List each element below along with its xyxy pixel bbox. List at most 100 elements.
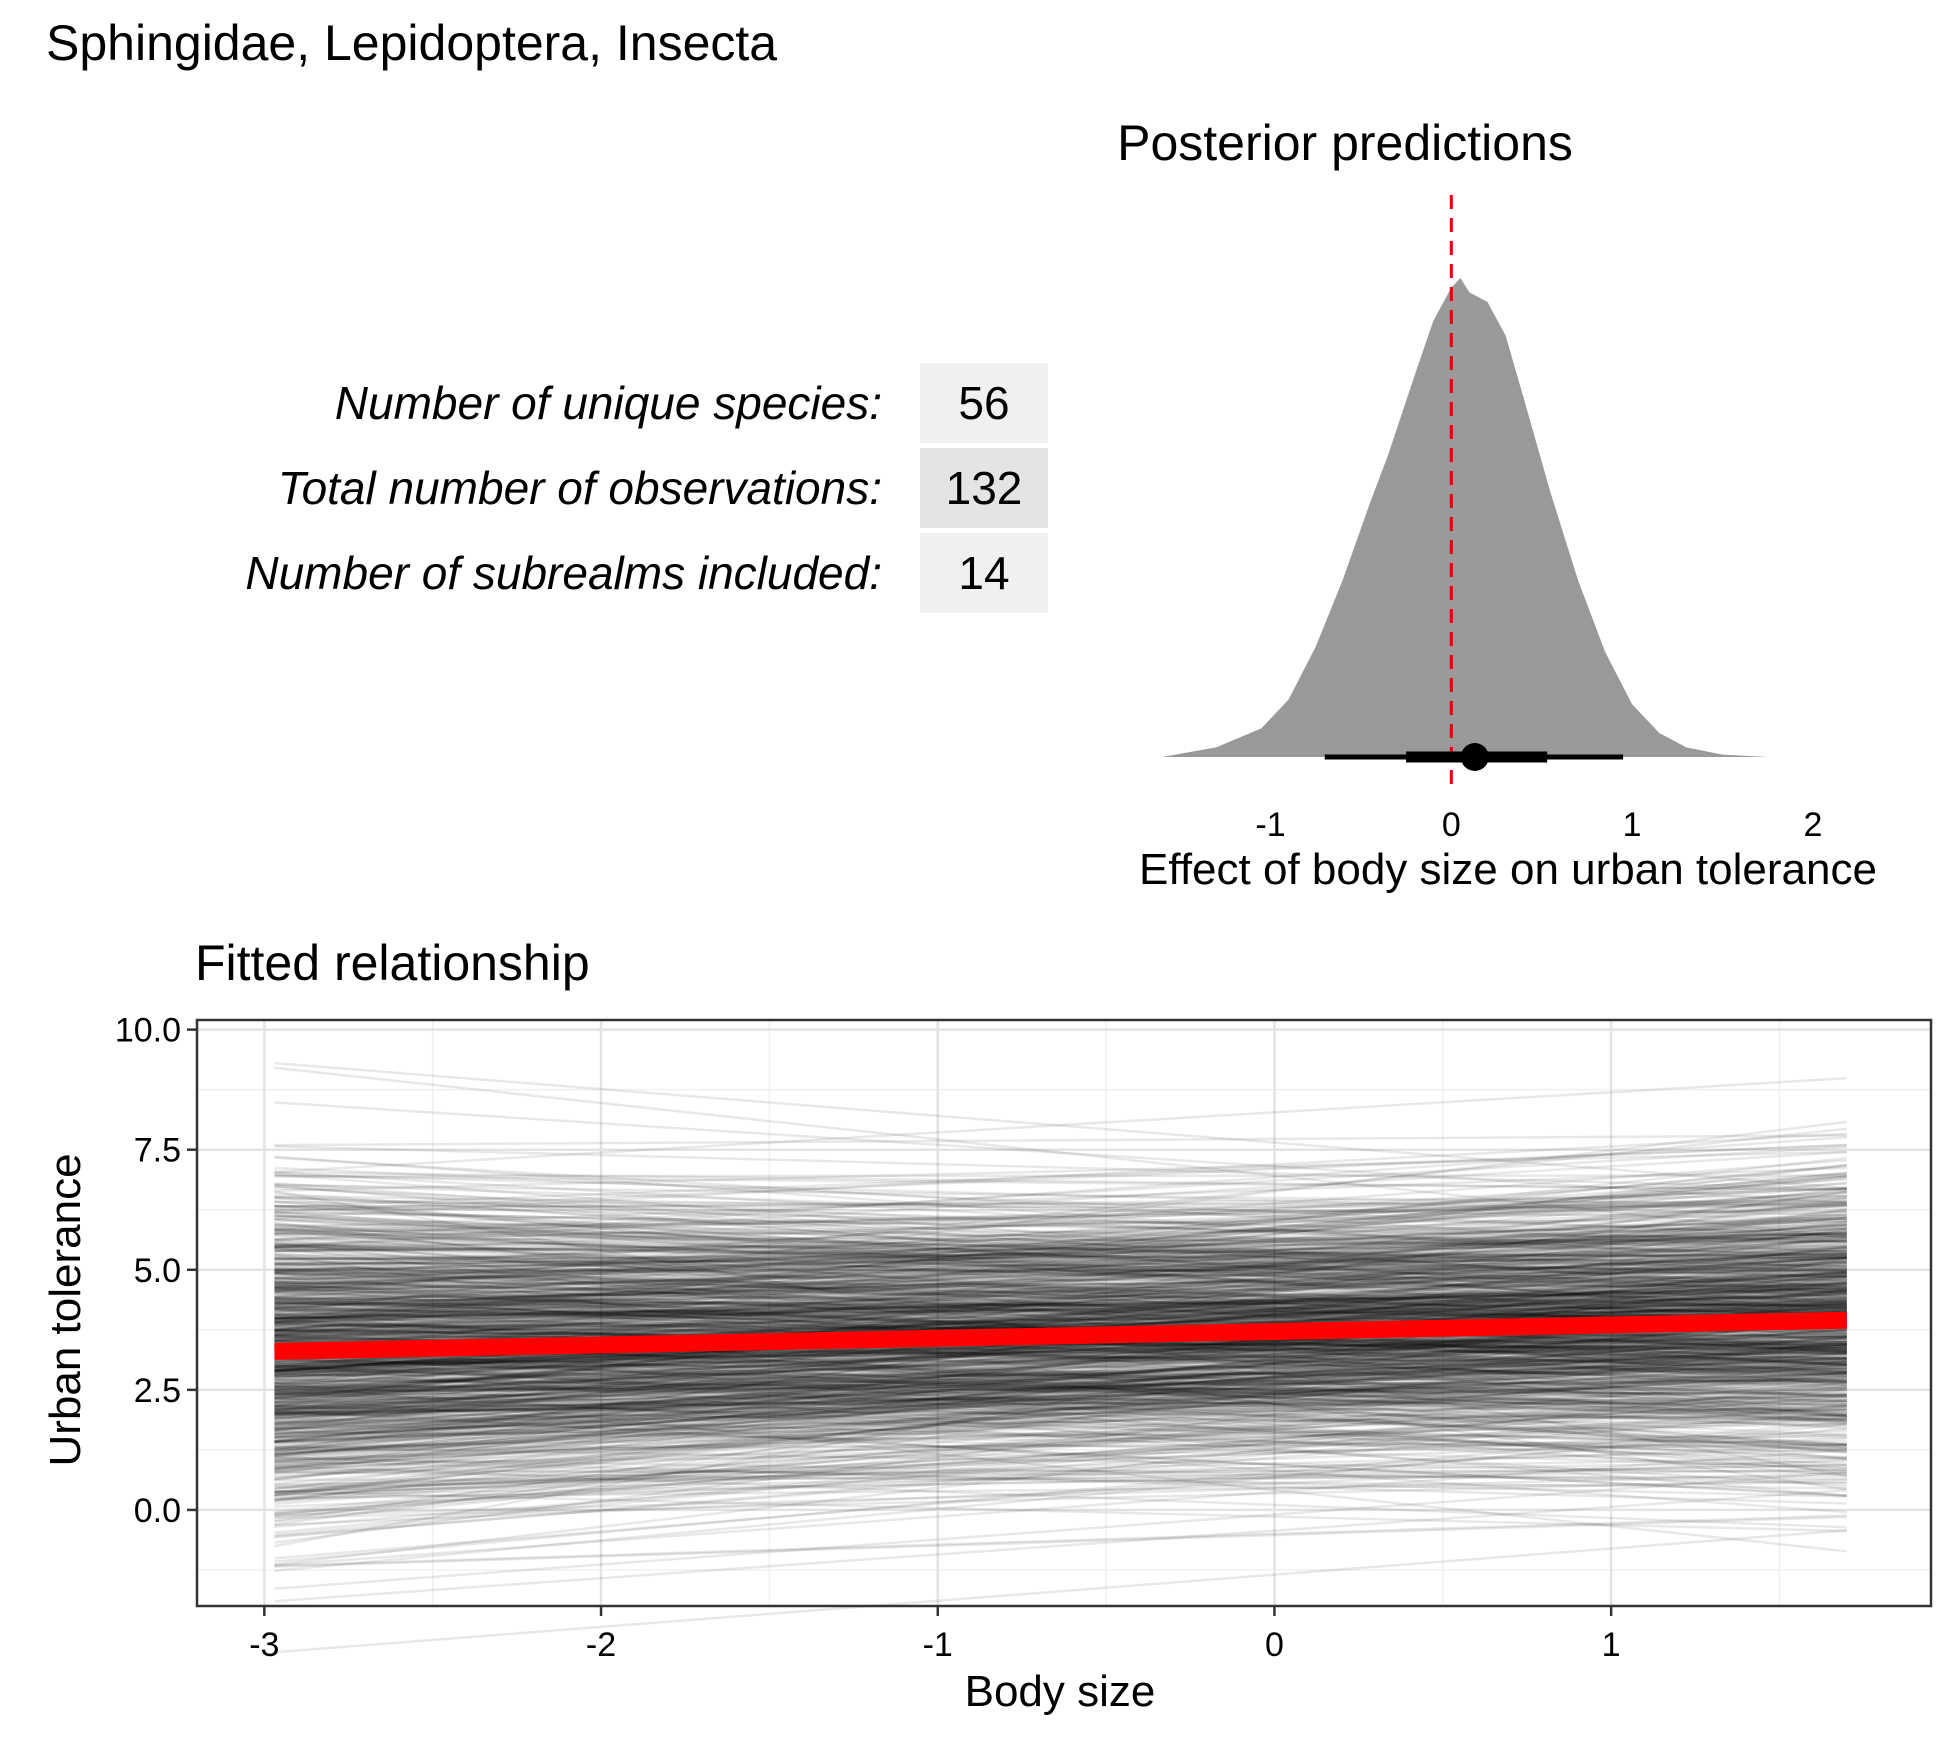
posterior-draw-line [274,1249,1847,1266]
posterior-draw-line [274,1378,1847,1415]
posterior-draw-line [274,1377,1847,1502]
posterior-draw-line [274,1370,1847,1377]
posterior-draw-line [274,1244,1847,1269]
posterior-draw-line [274,1271,1847,1312]
posterior-draw-line [274,1282,1847,1300]
posterior-draw-line [274,1224,1847,1313]
posterior-draw-line [274,1360,1847,1396]
posterior-draw-line [274,1412,1847,1426]
posterior-draw-line [274,1398,1847,1517]
posterior-draw-line [274,1213,1847,1350]
posterior-draw-line [274,1237,1847,1243]
posterior-draw-line [274,1374,1847,1455]
posterior-draw-line [274,1350,1847,1399]
posterior-draw-line [274,1351,1847,1446]
posterior-draw-line [274,1376,1847,1406]
posterior-draw-line [274,1328,1847,1428]
posterior-draw-line [274,1319,1847,1388]
posterior-draw-line [274,1351,1847,1480]
posterior-draw-line [274,1372,1847,1436]
posterior-draw-line [274,1351,1847,1467]
posterior-draw-line [274,1346,1847,1432]
posterior-draw-line [274,1228,1847,1404]
posterior-draw-line [274,1240,1847,1267]
posterior-draw-line [274,1187,1847,1241]
posterior-draw-line [274,1490,1847,1533]
posterior-draw-line [274,1320,1847,1438]
posterior-draw-line [274,1393,1847,1423]
posterior-draw-line [274,1172,1847,1323]
posterior-draw-line [274,1260,1847,1285]
posterior-draw-line [274,1416,1847,1451]
posterior-draw-line [274,1443,1847,1466]
posterior-draw-line [274,1221,1847,1316]
posterior-draw-line [274,1407,1847,1444]
posterior-draw-line [274,1342,1847,1430]
posterior-draw-line [274,1255,1847,1290]
posterior-draw-line [274,1194,1847,1253]
posterior-draw-line [274,1228,1847,1313]
posterior-draw-line [274,1235,1847,1261]
posterior-draw-line [274,1348,1847,1452]
posterior-draw-line [274,1353,1847,1359]
posterior-draw-line [274,1311,1847,1444]
posterior-draw-line [274,1280,1847,1374]
posterior-draw-line [274,1307,1847,1460]
posterior-draw-line [274,1381,1847,1553]
posterior-draw-line [274,1331,1847,1463]
posterior-draw-line [274,1378,1847,1394]
posterior-draw-line [274,1245,1847,1334]
posterior-draw-line [274,1208,1847,1242]
posterior-draw-line [274,1334,1847,1415]
posterior-draw-line [274,1377,1847,1407]
posterior-draw-line [274,1291,1847,1439]
posterior-draw-line [274,1340,1847,1446]
posterior-draw-line [274,1312,1847,1497]
posterior-draw-line [274,1101,1847,1205]
posterior-draw-line [274,1375,1847,1417]
posterior-draw-line [274,1321,1847,1376]
posterior-draw-line [274,1252,1847,1391]
posterior-draw-line [274,1190,1847,1408]
posterior-draw-line [274,1337,1847,1435]
posterior-draw-line [274,1367,1847,1438]
y-tick-label: 0.0 [134,1492,181,1530]
posterior-draw-line [274,1287,1847,1324]
posterior-draw-line [274,1328,1847,1369]
posterior-draw-line [274,1397,1847,1448]
posterior-draw-line [274,1134,1847,1147]
posterior-draw-line [274,1287,1847,1321]
posterior-draw-line [274,1295,1847,1323]
posterior-draw-line [274,1209,1847,1432]
posterior-draw-line [274,1394,1847,1515]
posterior-draw-line [274,1248,1847,1301]
posterior-draw-line [274,1270,1847,1325]
posterior-draw-line [274,1356,1847,1365]
posterior-draw-line [274,1252,1847,1354]
y-tick-label: 5.0 [134,1252,181,1290]
posterior-draw-line [274,1389,1847,1395]
posterior-draw-line [274,1322,1847,1397]
posterior-draw-line [274,1282,1847,1340]
posterior-draw-line [274,1174,1847,1191]
posterior-draw-line [274,1288,1847,1304]
posterior-draw-line [274,1392,1847,1438]
posterior-draw-line [274,1311,1847,1336]
posterior-draw-line [274,1285,1847,1328]
posterior-draw-line [274,1143,1847,1209]
posterior-draw-line [274,1280,1847,1325]
posterior-draw-line [274,1263,1847,1280]
posterior-draw-line [274,1369,1847,1467]
posterior-draw-line [274,1478,1847,1520]
posterior-draw-line [274,1366,1847,1417]
posterior-draw-line [274,1200,1847,1207]
fitted-x-axis-label: Body size [965,1667,1156,1716]
posterior-draw-line [274,1218,1847,1272]
posterior-draw-line [274,1430,1847,1439]
posterior-draw-line [274,1325,1847,1386]
posterior-draw-line [274,1372,1847,1377]
posterior-draw-line [274,1297,1847,1314]
posterior-draw-line [274,1358,1847,1405]
posterior-draw-line [274,1246,1847,1399]
posterior-draw-line [274,1271,1847,1418]
